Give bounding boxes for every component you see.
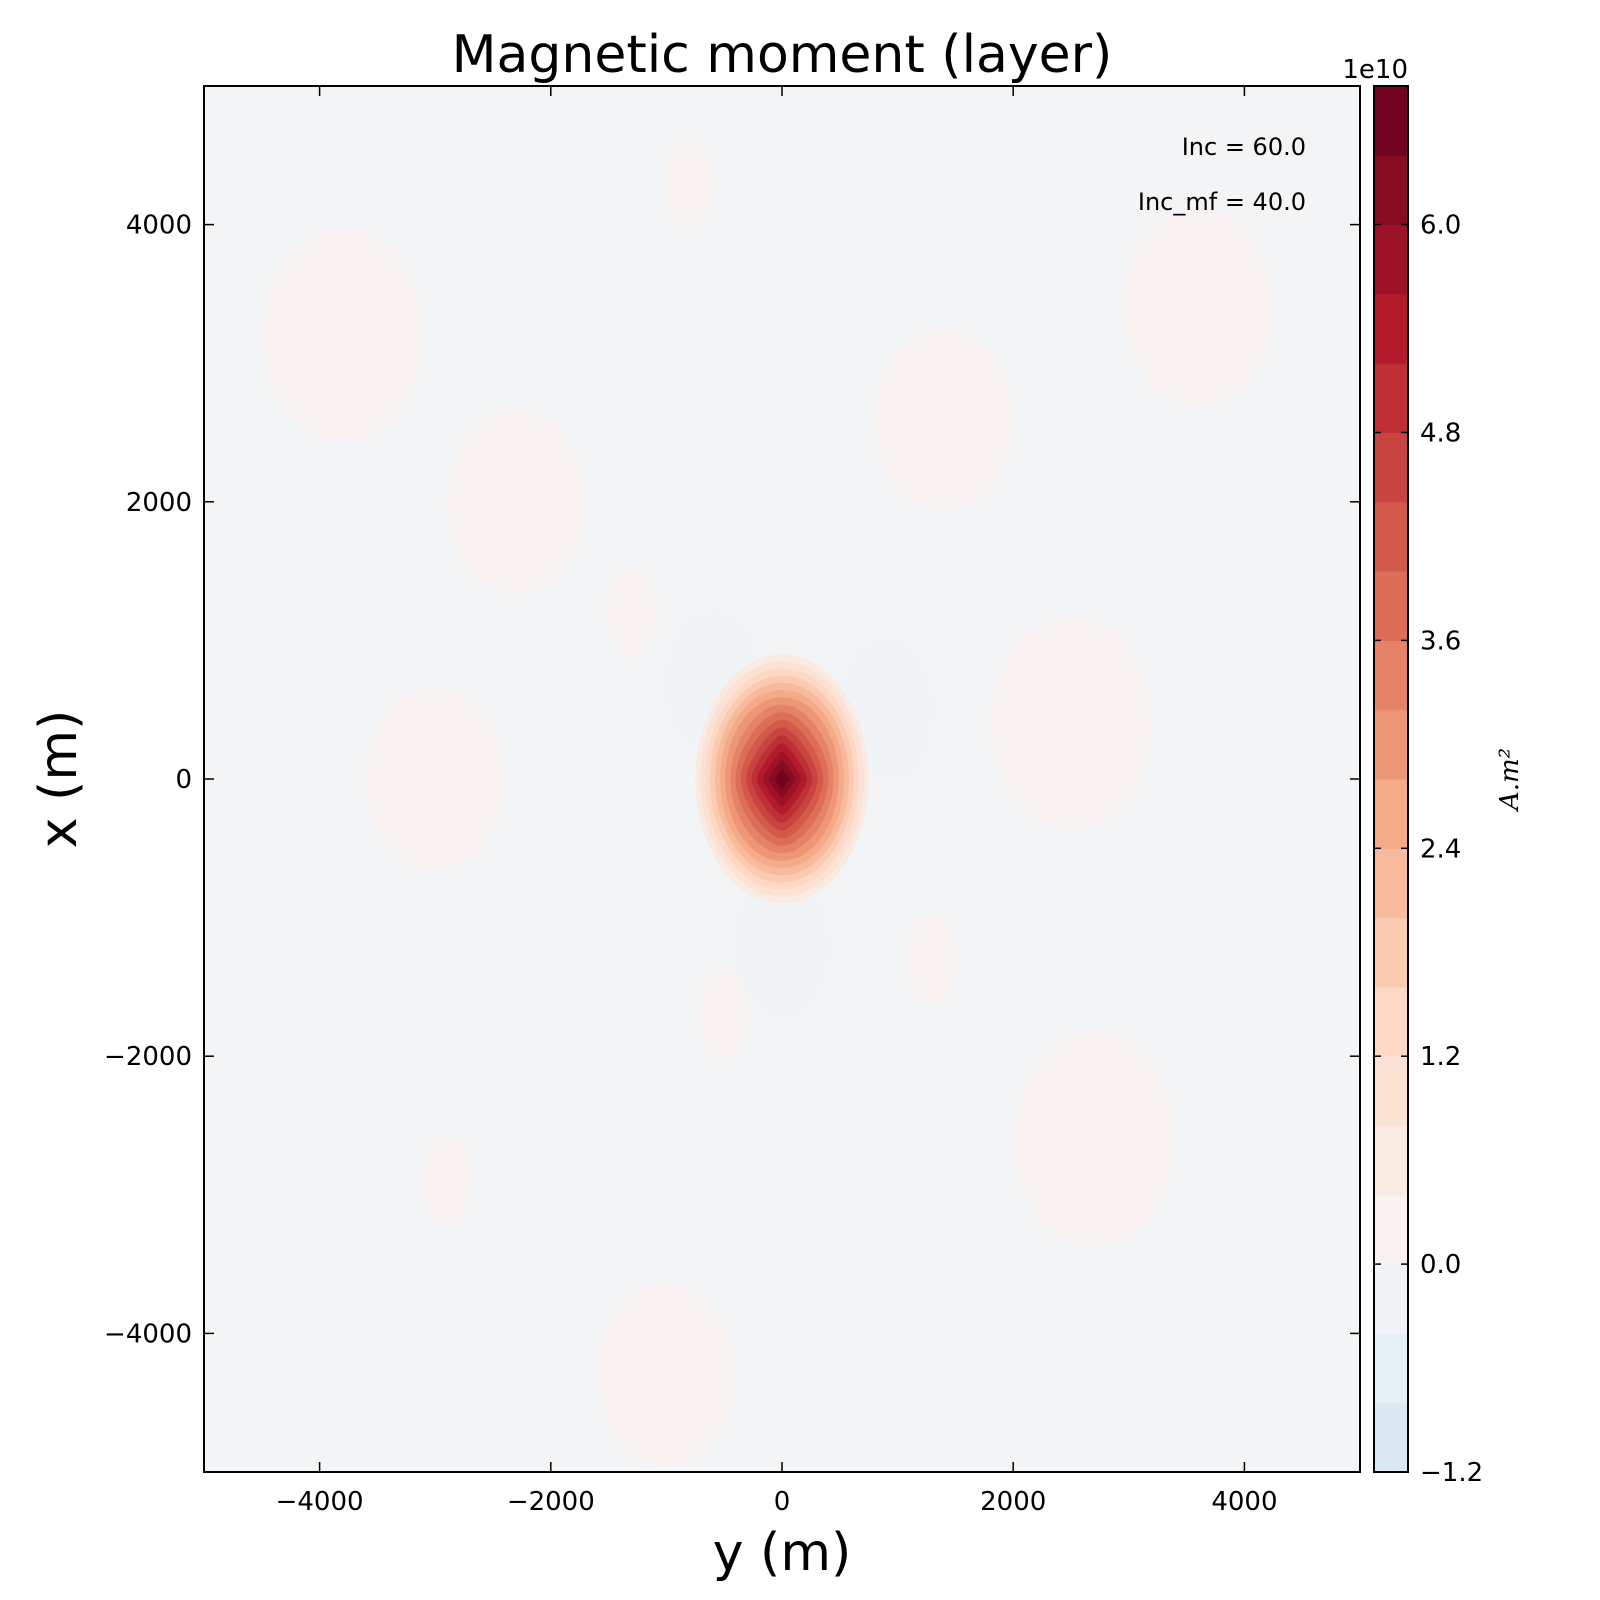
colorbar-frame (1373, 85, 1409, 1473)
background-band-7 (446, 410, 586, 594)
colorbar-band (1374, 1056, 1408, 1126)
colorbar-multiplier: 1e10 (1342, 55, 1408, 85)
contour-weak-positive-5 (906, 914, 958, 1004)
background-band-1 (1123, 208, 1274, 407)
colorbar-band (1374, 640, 1408, 711)
plot-area: −4000 −2000 0 2000 4000 −4000 −2000 0 2000 4000 (104, 85, 1361, 1517)
contour-weak-positive-7 (421, 1136, 473, 1226)
colorbar-tick-label: 3.6 (1420, 626, 1461, 656)
colorbar-bands (1374, 86, 1408, 1473)
colorbar-band (1374, 432, 1408, 503)
annotation-inc: Inc = 60.0 (1182, 133, 1306, 161)
colorbar-band (1374, 709, 1408, 780)
x-tick-label: −2000 (507, 1487, 595, 1517)
colorbar: −1.2 0.0 1.2 2.4 3.6 4.8 6.0 1e10 A.m² (1342, 55, 1525, 1488)
contour-field (261, 138, 1274, 1467)
x-axis-label: y (m) (713, 1523, 852, 1583)
colorbar-tick-label: −1.2 (1420, 1458, 1483, 1488)
y-tick-label: −2000 (104, 1042, 192, 1072)
y-axis-label: x (m) (29, 710, 89, 849)
colorbar-band (1374, 1402, 1408, 1473)
colorbar-band (1374, 779, 1408, 849)
colorbar-band (1374, 86, 1408, 156)
x-axis-ticks: −4000 −2000 0 2000 4000 (276, 86, 1277, 1517)
background-band-5 (597, 1283, 736, 1467)
colorbar-band (1374, 293, 1408, 364)
background-band-4 (1013, 1032, 1176, 1247)
colorbar-band (1374, 571, 1408, 641)
colorbar-ticks: −1.2 0.0 1.2 2.4 3.6 4.8 6.0 (1374, 211, 1483, 1488)
colorbar-band (1374, 1194, 1408, 1265)
colorbar-tick-label: 4.8 (1420, 419, 1461, 449)
background-band-6 (874, 327, 1014, 511)
x-tick-label: 0 (774, 1487, 791, 1517)
colorbar-tick-label: 6.0 (1420, 211, 1461, 241)
anomaly-level-19 (774, 768, 790, 790)
y-tick-label: 4000 (126, 211, 192, 241)
colorbar-band (1374, 155, 1408, 226)
y-tick-label: −4000 (104, 1319, 192, 1349)
colorbar-band (1374, 917, 1408, 988)
x-tick-label: −4000 (276, 1487, 364, 1517)
annotation-inc-mf: Inc_mf = 40.0 (1138, 188, 1306, 216)
y-tick-label: 2000 (126, 488, 192, 518)
x-tick-label: 4000 (1211, 1487, 1277, 1517)
colorbar-label: A.m² (1495, 748, 1525, 812)
colorbar-tick-label: 1.2 (1420, 1042, 1461, 1072)
colorbar-band (1374, 986, 1408, 1057)
colorbar-band (1374, 224, 1408, 295)
colorbar-tick-label: 0.0 (1420, 1250, 1461, 1280)
colorbar-band (1374, 848, 1408, 919)
colorbar-band (1374, 1333, 1408, 1404)
background-band-3 (365, 687, 505, 871)
contour-weak-positive-4 (606, 568, 658, 658)
contour-negative-lobe-3 (733, 873, 831, 1018)
chart-title: Magnetic moment (layer) (452, 25, 1113, 85)
colorbar-band (1374, 363, 1408, 433)
y-tick-label: 0 (175, 765, 192, 795)
colorbar-band (1374, 1125, 1408, 1196)
contour-weak-positive-6 (698, 970, 750, 1059)
colorbar-band (1374, 1264, 1408, 1334)
y-axis-ticks: −4000 −2000 0 2000 4000 (104, 211, 1360, 1349)
background-band-0 (261, 228, 424, 443)
x-tick-label: 2000 (980, 1487, 1046, 1517)
colorbar-band (1374, 501, 1408, 572)
background-band-2 (990, 616, 1152, 831)
contour-weak-positive-8 (664, 138, 715, 228)
colorbar-tick-label: 2.4 (1420, 834, 1461, 864)
